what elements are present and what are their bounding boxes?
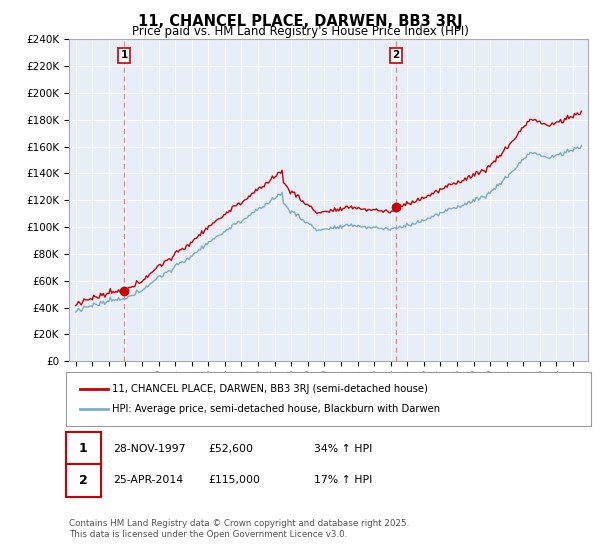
Text: 1: 1 — [79, 442, 88, 455]
Text: Price paid vs. HM Land Registry's House Price Index (HPI): Price paid vs. HM Land Registry's House … — [131, 25, 469, 38]
Text: £52,600: £52,600 — [209, 444, 254, 454]
Text: 2: 2 — [79, 474, 88, 487]
Text: 25-APR-2014: 25-APR-2014 — [113, 475, 183, 486]
Text: 1: 1 — [121, 50, 128, 60]
Text: 2: 2 — [392, 50, 400, 60]
Text: HPI: Average price, semi-detached house, Blackburn with Darwen: HPI: Average price, semi-detached house,… — [112, 404, 440, 414]
Text: 11, CHANCEL PLACE, DARWEN, BB3 3RJ (semi-detached house): 11, CHANCEL PLACE, DARWEN, BB3 3RJ (semi… — [112, 384, 428, 394]
Text: 17% ↑ HPI: 17% ↑ HPI — [314, 475, 372, 486]
Text: £115,000: £115,000 — [209, 475, 261, 486]
Text: 28-NOV-1997: 28-NOV-1997 — [113, 444, 185, 454]
Text: Contains HM Land Registry data © Crown copyright and database right 2025.
This d: Contains HM Land Registry data © Crown c… — [69, 520, 409, 539]
Text: 11, CHANCEL PLACE, DARWEN, BB3 3RJ: 11, CHANCEL PLACE, DARWEN, BB3 3RJ — [137, 14, 463, 29]
Text: 34% ↑ HPI: 34% ↑ HPI — [314, 444, 372, 454]
